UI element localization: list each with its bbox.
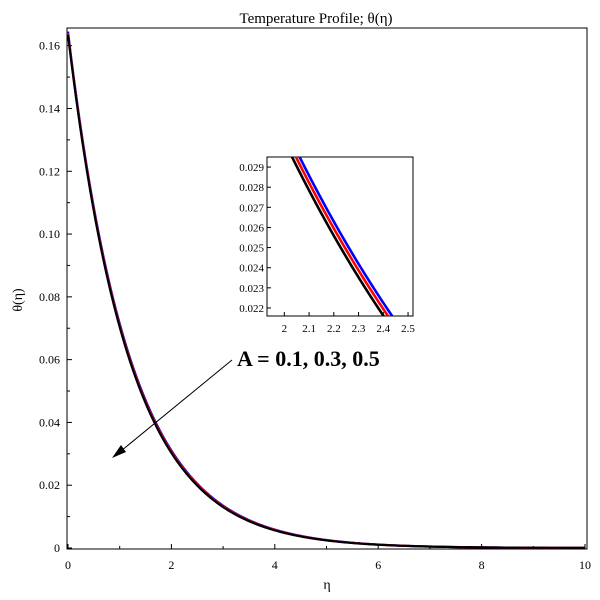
x-tick-label: 4	[272, 558, 278, 572]
inset-frame	[266, 156, 414, 317]
inset-y-tick-label: 0.022	[239, 303, 264, 315]
inset-y-tick-label: 0.029	[239, 162, 264, 174]
inset-series-line	[290, 157, 386, 316]
inset-x-tick-label: 2.2	[327, 323, 341, 335]
parameter-annotation: A = 0.1, 0.3, 0.5	[237, 346, 380, 371]
inset-y-tick-label: 0.027	[239, 202, 264, 214]
inset-y-tick-label: 0.023	[239, 283, 264, 295]
y-tick-label: 0.14	[39, 101, 60, 115]
inset-y-tick-label: 0.028	[239, 182, 264, 194]
y-tick-label: 0.08	[39, 290, 60, 304]
x-tick-label: 10	[579, 558, 591, 572]
inset-plot: 2 2.1 2.2 2.3 2.4 2.5 0.022 0.023 0.024 0.025 0.02…	[239, 156, 415, 335]
y-tick-label: 0.12	[39, 164, 60, 178]
x-tick-label: 8	[479, 558, 485, 572]
inset-y-tick-label: 0.024	[239, 263, 264, 275]
arrow-shaft	[120, 359, 233, 452]
y-tick-label: 0.16	[39, 39, 60, 53]
x-axis-label: η	[323, 578, 330, 593]
inset-y-tick-label: 0.025	[239, 243, 264, 255]
arrow-head	[112, 445, 126, 458]
inset-x-tick-label: 2	[282, 323, 288, 335]
inset-series-group	[290, 157, 394, 316]
inset-x-tick-label: 2.5	[401, 323, 415, 335]
y-tick-label: 0.06	[39, 353, 60, 367]
series-line	[66, 34, 585, 549]
y-axis-label: θ(η)	[11, 288, 26, 312]
y-tick-label: 0.10	[39, 227, 60, 241]
annotation-arrow	[112, 359, 233, 458]
chart-title: Temperature Profile; θ(η)	[239, 11, 392, 27]
x-tick-label: 2	[168, 558, 174, 572]
inset-series-line	[294, 157, 390, 316]
y-tick-label: 0.04	[39, 415, 60, 429]
inset-x-tick-label: 2.4	[376, 323, 390, 335]
x-tick-label: 0	[65, 558, 71, 572]
y-tick-label: 0.02	[39, 478, 60, 492]
inset-x-tick-label: 2.1	[302, 323, 316, 335]
inset-y-tick-label: 0.026	[239, 222, 264, 234]
inset-series-line	[298, 157, 394, 316]
inset-x-tick-label: 2.3	[352, 323, 366, 335]
y-tick-label: 0	[54, 541, 60, 555]
x-tick-label: 6	[375, 558, 381, 572]
main-plot: 0 2 4 6 8 10 0 0.02 0.04 0.06 0.08 0.10 0.12 0.14 0.16	[39, 27, 591, 572]
